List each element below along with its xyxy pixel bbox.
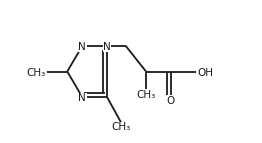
- Text: CH₃: CH₃: [112, 122, 131, 132]
- Text: OH: OH: [197, 67, 213, 78]
- Text: N: N: [78, 93, 86, 103]
- Text: CH₃: CH₃: [137, 90, 156, 100]
- Text: N: N: [78, 42, 86, 52]
- Text: N: N: [103, 42, 111, 52]
- Text: O: O: [167, 96, 175, 106]
- Text: CH₃: CH₃: [26, 67, 45, 78]
